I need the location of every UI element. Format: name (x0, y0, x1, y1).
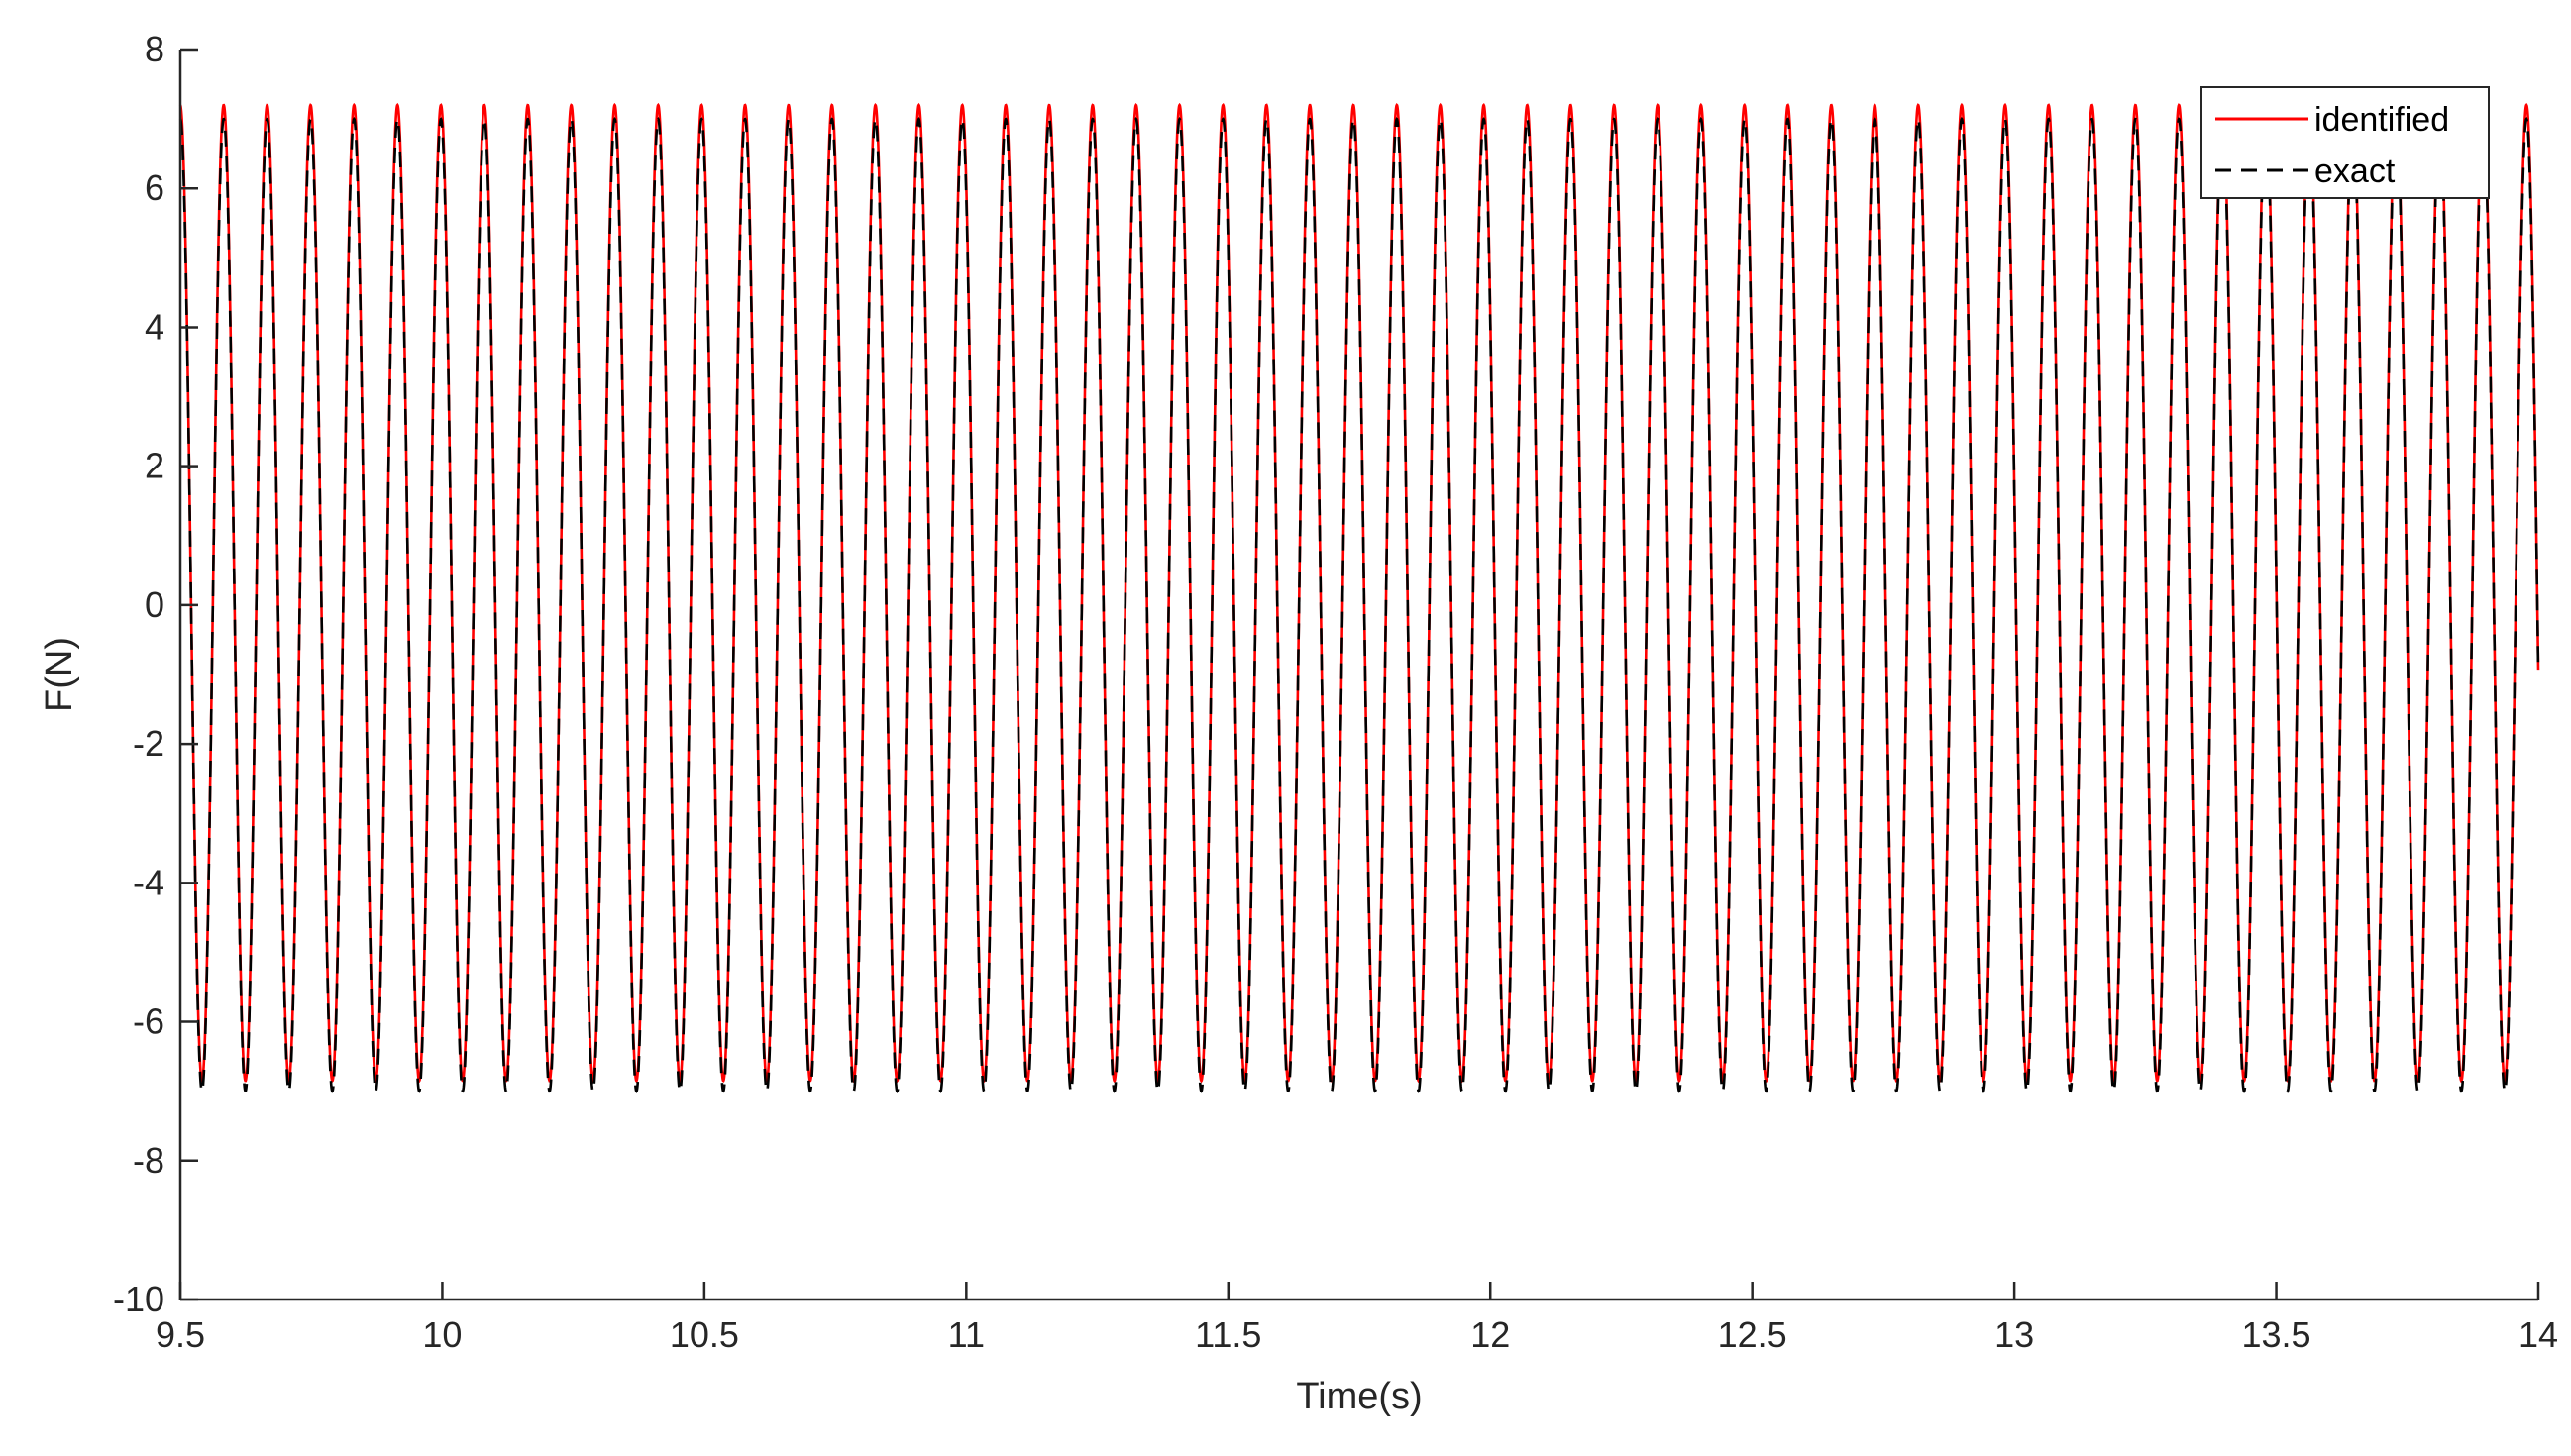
legend-label-identified: identified (2314, 101, 2449, 139)
y-tick-label: 0 (145, 584, 164, 625)
y-tick-label: -2 (133, 723, 164, 764)
axes: 9.5 10 10.5 11 11.5 12 12.5 13 13.5 14 -10-8-6-4-… (113, 29, 2558, 1355)
x-axis-title: Time(s) (1296, 1376, 1422, 1417)
legend-box (2200, 86, 2490, 199)
y-tick-label: 2 (145, 446, 164, 486)
x-axis-ticks: 9.5 10 10.5 11 11.5 12 12.5 13 13.5 14 (156, 1282, 2558, 1355)
legend-label-exact: exact (2314, 153, 2396, 190)
y-tick-label: 4 (145, 306, 164, 347)
plot-area (178, 102, 2540, 1093)
y-tick-label: 8 (145, 29, 164, 69)
x-tick-label: 9.5 (156, 1314, 205, 1355)
x-tick-label: 13 (1994, 1314, 2034, 1355)
y-axis-title: F(N) (39, 637, 80, 712)
series-line-exact (178, 116, 2540, 1093)
x-tick-label: 12 (1470, 1314, 1510, 1355)
x-tick-label: 10 (422, 1314, 462, 1355)
x-tick-label: 11.5 (1195, 1314, 1261, 1355)
legend: identified exact (2200, 86, 2490, 199)
y-axis-ticks: -10 -8 -6 -4 -2 0 2 4 6 8 (113, 29, 198, 1319)
y-tick-label: -10 (113, 1279, 164, 1319)
x-tick-label: 14 (2518, 1314, 2558, 1355)
x-tick-label: 13.5 (2242, 1314, 2311, 1355)
y-tick-label: 6 (145, 167, 164, 208)
y-tick-label: -4 (133, 862, 164, 902)
x-tick-label: 11 (948, 1314, 985, 1355)
y-tick-label: -8 (133, 1140, 164, 1181)
y-tick-label: -6 (133, 1001, 164, 1042)
x-tick-label: 10.5 (670, 1314, 739, 1355)
x-tick-label: 12.5 (1718, 1314, 1787, 1355)
